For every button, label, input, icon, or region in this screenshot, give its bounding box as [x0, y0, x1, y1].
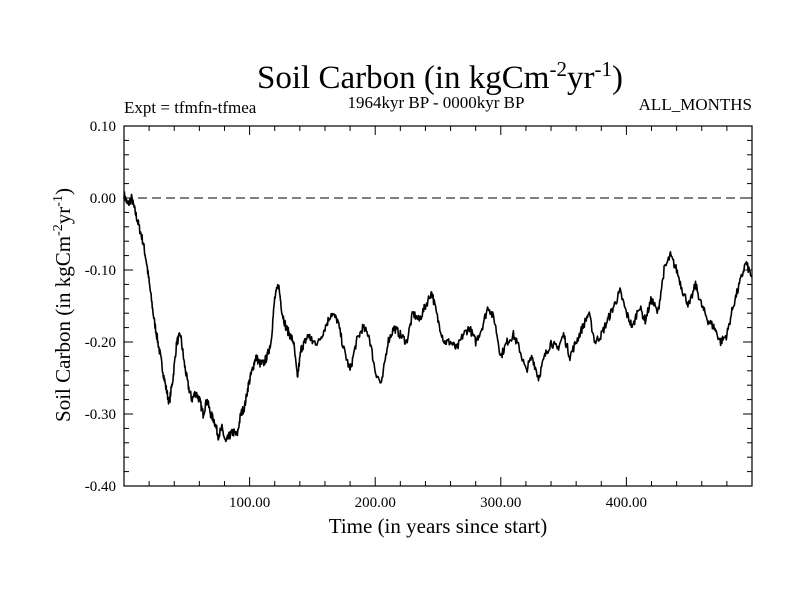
y-tick-label: -0.30 — [85, 407, 116, 423]
x-tick-label: 300.00 — [480, 495, 521, 511]
y-tick-label: -0.20 — [85, 335, 116, 351]
x-tick-label: 200.00 — [355, 495, 396, 511]
x-tick-label: 100.00 — [229, 495, 270, 511]
y-axis-label-mid: yr — [51, 207, 75, 225]
chart-title-base: Soil Carbon (in kgCm — [257, 60, 550, 96]
chart-title-exp2: -1 — [594, 57, 612, 81]
y-axis-label-exp2: -1 — [51, 195, 66, 207]
header-center-label: 1964kyr BP - 0000kyr BP — [348, 93, 525, 112]
y-axis-label-base: Soil Carbon (in kgCm — [51, 236, 75, 422]
y-axis-label: Soil Carbon (in kgCm-2yr-1) — [51, 188, 75, 422]
chart-title-end: ) — [612, 60, 623, 96]
header-right-label: ALL_MONTHS — [639, 95, 752, 114]
y-tick-label: -0.10 — [85, 263, 116, 279]
plot-frame — [123, 125, 753, 487]
y-tick-label: 0.00 — [90, 191, 116, 207]
series-line-tfmfn-tfmea — [123, 191, 753, 443]
chart-title: Soil Carbon (in kgCm-2yr-1) — [257, 57, 623, 96]
y-tick-label: 0.10 — [90, 119, 116, 135]
header-left-label: Expt = tfmfn-tfmea — [124, 98, 257, 117]
x-axis-label: Time (in years since start) — [329, 514, 548, 538]
y-axis-label-end: ) — [51, 188, 75, 195]
chart-title-exp1: -2 — [549, 57, 567, 81]
chart-title-mid: yr — [567, 60, 595, 96]
y-axis-ticks: 0.10 0.00 -0.10 -0.20 -0.30 -0.40 — [85, 119, 752, 495]
y-axis-label-exp1: -2 — [51, 224, 66, 236]
x-axis-ticks: 100.00 200.00 300.00 400.00 — [148, 126, 728, 511]
x-tick-label: 400.00 — [606, 495, 647, 511]
y-tick-label: -0.40 — [85, 479, 116, 495]
